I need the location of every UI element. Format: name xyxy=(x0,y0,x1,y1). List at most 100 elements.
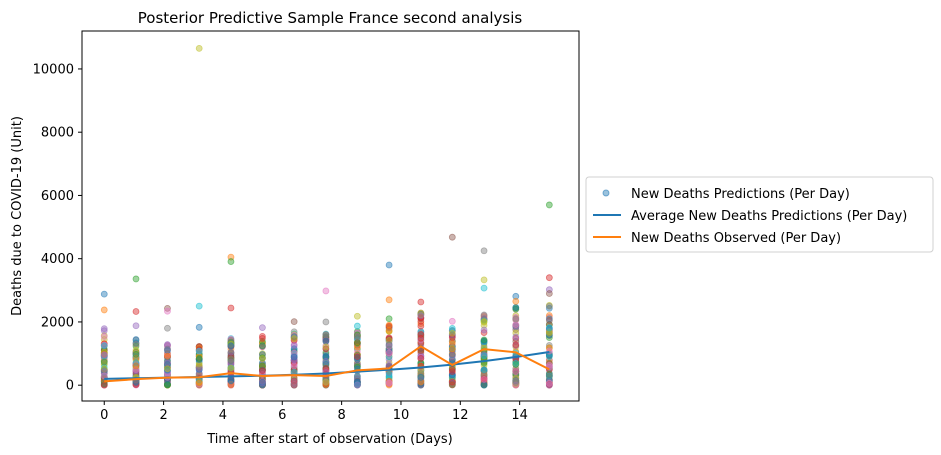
prediction-point-outlier xyxy=(545,201,553,209)
prediction-point-outlier xyxy=(227,304,235,312)
prediction-point xyxy=(545,302,553,310)
prediction-point xyxy=(290,342,298,350)
prediction-point xyxy=(164,365,171,373)
prediction-point xyxy=(448,329,456,337)
y-tick-label: 2000 xyxy=(41,315,74,330)
prediction-point xyxy=(545,379,553,387)
x-tick-label: 14 xyxy=(511,408,528,423)
prediction-point xyxy=(227,364,235,372)
prediction-point xyxy=(417,317,425,325)
legend-box xyxy=(585,176,934,253)
x-tick-label: 8 xyxy=(337,408,345,423)
prediction-point xyxy=(132,362,140,370)
prediction-point xyxy=(195,379,203,387)
prediction-point-outlier xyxy=(480,247,488,255)
prediction-point xyxy=(545,315,553,323)
x-tick-label: 2 xyxy=(159,408,167,423)
prediction-point xyxy=(100,358,108,366)
prediction-point xyxy=(227,380,235,388)
prediction-point xyxy=(290,381,298,389)
prediction-point xyxy=(480,371,488,378)
x-tick-label: 4 xyxy=(219,408,227,423)
prediction-point xyxy=(512,379,520,386)
prediction-point-outlier xyxy=(545,290,553,297)
prediction-point-outlier xyxy=(195,44,203,52)
y-tick-label: 10000 xyxy=(33,62,74,77)
prediction-point-outlier xyxy=(227,258,235,265)
prediction-point xyxy=(322,337,330,345)
legend-label-predictions: New Deaths Predictions (Per Day) xyxy=(631,187,850,202)
prediction-point xyxy=(353,339,361,347)
legend: New Deaths Predictions (Per Day) Average… xyxy=(585,176,934,253)
prediction-point xyxy=(290,333,298,340)
prediction-point xyxy=(512,368,520,375)
x-tick-label: 6 xyxy=(278,408,286,423)
prediction-point xyxy=(290,335,298,343)
prediction-point xyxy=(100,325,108,333)
prediction-point-outlier xyxy=(385,315,393,323)
prediction-point xyxy=(545,324,553,332)
x-axis-label: Time after start of observation (Days) xyxy=(206,432,453,447)
prediction-point-outlier xyxy=(417,298,425,306)
prediction-point xyxy=(385,349,393,357)
chart-title: Posterior Predictive Sample France secon… xyxy=(138,9,523,27)
prediction-point xyxy=(132,336,140,343)
prediction-point xyxy=(545,381,553,389)
prediction-point xyxy=(195,365,203,372)
prediction-point xyxy=(545,304,553,312)
prediction-point xyxy=(100,351,108,359)
prediction-point xyxy=(100,333,108,340)
prediction-point-outlier xyxy=(100,306,108,314)
prediction-point xyxy=(480,311,488,319)
prediction-point-outlier xyxy=(100,290,108,298)
prediction-point-outlier xyxy=(322,287,330,295)
prediction-point-outlier xyxy=(448,317,456,325)
prediction-point xyxy=(512,333,520,341)
prediction-point xyxy=(480,329,488,336)
prediction-point-outlier xyxy=(385,261,393,269)
prediction-point xyxy=(385,379,393,387)
prediction-point xyxy=(480,326,488,334)
prediction-point-outlier xyxy=(448,233,456,241)
prediction-point-outlier xyxy=(164,307,171,315)
prediction-point-outlier xyxy=(353,322,361,330)
prediction-point xyxy=(480,336,488,344)
prediction-point xyxy=(385,370,393,378)
plot-area-frame xyxy=(81,30,580,402)
prediction-point xyxy=(100,342,108,350)
prediction-point xyxy=(417,378,425,386)
prediction-point xyxy=(290,355,298,363)
prediction-point xyxy=(322,343,330,351)
prediction-point-outlier xyxy=(195,323,203,331)
prediction-point xyxy=(290,362,298,370)
prediction-point xyxy=(417,334,425,342)
x-tick-label: 12 xyxy=(452,408,469,423)
series-lines xyxy=(104,345,550,383)
prediction-point xyxy=(512,377,520,385)
prediction-point xyxy=(417,355,425,362)
prediction-point-outlier xyxy=(132,308,140,315)
prediction-point xyxy=(448,324,456,332)
prediction-point xyxy=(132,350,140,358)
prediction-point xyxy=(417,322,425,330)
prediction-point xyxy=(259,342,266,350)
y-tick-label: 4000 xyxy=(41,252,74,267)
x-tick-label: 0 xyxy=(100,408,108,423)
prediction-point xyxy=(385,326,393,334)
prediction-point xyxy=(385,341,393,349)
prediction-point xyxy=(353,379,361,386)
prediction-point xyxy=(512,304,520,311)
prediction-point xyxy=(164,352,171,360)
prediction-point xyxy=(448,378,456,386)
legend-label-average: Average New Deaths Predictions (Per Day) xyxy=(631,209,907,224)
prediction-point xyxy=(480,352,488,360)
prediction-point xyxy=(259,332,266,340)
prediction-point xyxy=(195,355,203,362)
legend-marker-predictions xyxy=(602,189,610,197)
y-axis-ticks: 0 2000 4000 6000 8000 10000 xyxy=(33,62,82,394)
prediction-point xyxy=(100,365,108,373)
prediction-point xyxy=(512,315,520,323)
prediction-point-outlier xyxy=(480,276,488,284)
prediction-point xyxy=(227,377,235,385)
prediction-point-outlier xyxy=(322,318,330,326)
